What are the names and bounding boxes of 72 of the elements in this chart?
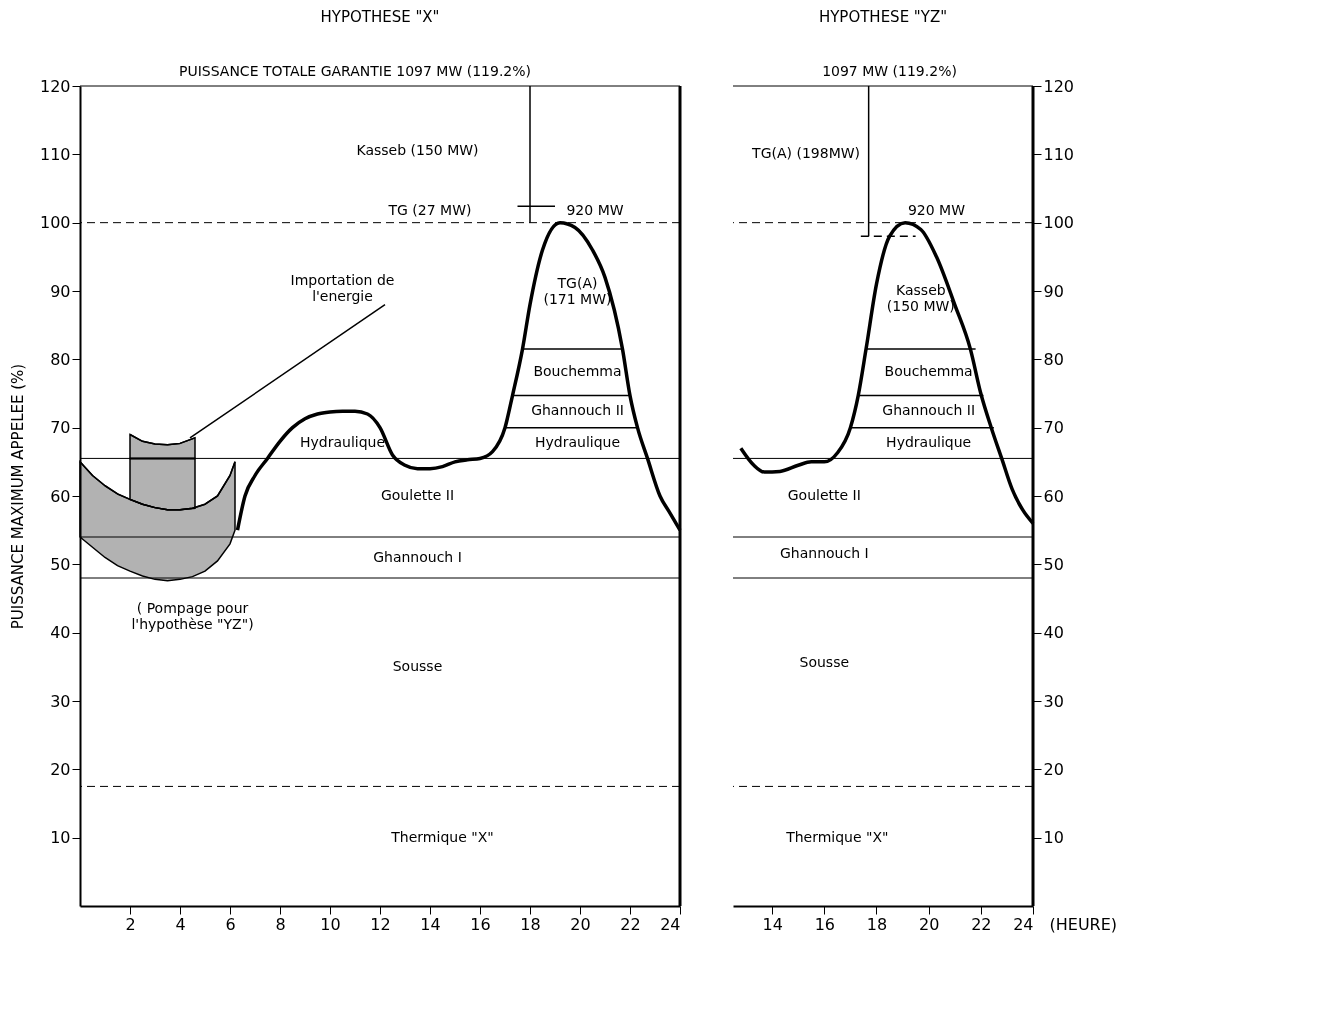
annotation: Sousse — [799, 654, 850, 671]
y-tick-label: 60 — [1043, 486, 1064, 506]
y-tick-label: 50 — [50, 554, 71, 574]
annotation: 920 MW — [566, 202, 624, 219]
y-tick-label: 20 — [50, 759, 71, 779]
annotation: Goulette II — [787, 487, 861, 503]
x-tick-label: 10 — [320, 914, 341, 934]
chart-title: HYPOTHESE "X" — [320, 8, 440, 27]
y-tick-label: 70 — [50, 418, 71, 438]
y-tick-label: 30 — [50, 691, 71, 711]
annotation: Kasseb (150 MW) — [356, 141, 479, 158]
x-tick-label: 20 — [570, 914, 591, 934]
y-tick-label: 110 — [39, 144, 71, 164]
annotation: Hydraulique — [299, 433, 386, 450]
x-tick-label: 16 — [814, 914, 835, 934]
x-tick-label: 14 — [762, 914, 783, 934]
annotation: TG(A) (198MW) — [751, 145, 860, 162]
annotation: Importation de l'energie — [290, 271, 395, 304]
y-tick-label: 10 — [1043, 828, 1064, 848]
annotation: 920 MW — [907, 202, 966, 219]
y-tick-label: 80 — [1043, 349, 1064, 369]
x-tick-label: 22 — [971, 914, 992, 934]
annotation: Ghannouch I — [373, 548, 462, 565]
y-tick-label: 120 — [1043, 76, 1075, 96]
annotation: TG(A) (171 MW) — [543, 275, 612, 308]
annotation: Kasseb (150 MW) — [886, 282, 955, 314]
annotation: Hydraulique — [534, 433, 621, 450]
y-tick-label: 40 — [50, 623, 71, 643]
y-tick-label: 80 — [50, 349, 71, 369]
x-tick-label: 16 — [470, 914, 491, 934]
x-tick-label: 8 — [275, 914, 286, 934]
x-tick-label: 22 — [620, 914, 641, 934]
x-tick-label: 24 — [660, 914, 681, 934]
x-tick-label: 12 — [370, 914, 391, 934]
y-tick-label: 60 — [50, 486, 71, 506]
y-tick-label: 90 — [1043, 281, 1064, 301]
annotation: Ghannouch II — [882, 402, 976, 419]
y-tick-label: 100 — [39, 213, 71, 233]
chart-title: HYPOTHESE "YZ" — [818, 8, 948, 27]
y-tick-label: 30 — [1043, 691, 1064, 711]
x-tick-label: 18 — [866, 914, 888, 934]
x-tick-label: 4 — [175, 914, 186, 934]
x-tick-label: 18 — [520, 914, 541, 934]
x-tick-label: 2 — [125, 914, 136, 934]
y-tick-label: 90 — [50, 281, 71, 301]
y-axis-title: PUISSANCE MAXIMUM APPELEE (%) — [8, 363, 27, 630]
x-tick-label: 6 — [225, 914, 236, 934]
annotation: Bouchemma — [884, 362, 973, 379]
text: PUISSANCE TOTALE GARANTIE 1097 MW (119.2%) — [178, 63, 532, 80]
y-tick-label: 110 — [1043, 144, 1075, 164]
y-tick-label: 50 — [1043, 554, 1064, 574]
y-tick-label: 10 — [50, 828, 71, 848]
x-tick-label: 14 — [420, 914, 441, 934]
annotation: Sousse — [392, 657, 443, 674]
annotation: TG (27 MW) — [387, 202, 472, 219]
annotation: Goulette II — [380, 487, 455, 503]
annotation: ( Pompage pour l'hypothèse "YZ") — [131, 599, 254, 632]
y-tick-label: 40 — [1043, 623, 1064, 643]
annotation: Hydraulique — [886, 433, 972, 450]
annotation: Thermique "X" — [390, 828, 494, 845]
annotation: Thermique "X" — [785, 828, 889, 845]
annotation: Ghannouch II — [531, 402, 624, 419]
annotation: Ghannouch I — [779, 545, 869, 562]
y-tick-label: 120 — [39, 76, 71, 96]
y-tick-label: 20 — [1043, 759, 1064, 779]
y-tick-label: 100 — [1043, 213, 1075, 233]
y-tick-label: 70 — [1043, 418, 1064, 438]
x-tick-label: 20 — [918, 914, 940, 934]
x-tick-label: 24 — [1013, 914, 1034, 934]
x-axis-title: (HEURE) — [1049, 914, 1118, 934]
annotation: Bouchemma — [533, 362, 622, 379]
text: 1097 MW (119.2%) — [822, 63, 957, 80]
